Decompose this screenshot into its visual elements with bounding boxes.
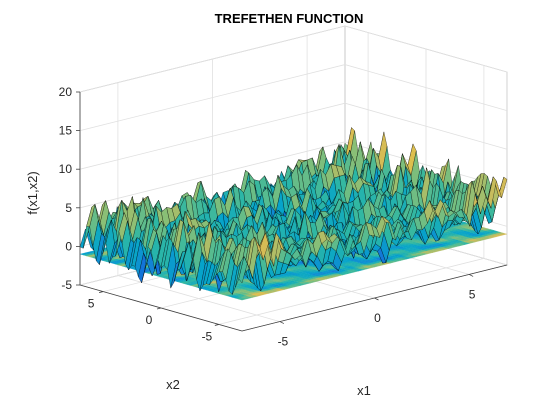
z-grid-line xyxy=(79,25,508,93)
z-grid-line xyxy=(79,102,508,170)
z-grid-line xyxy=(79,141,508,209)
z-grid-line xyxy=(79,64,508,131)
x-grid-line xyxy=(117,82,281,322)
y-grid-line xyxy=(218,65,485,325)
surface-mesh xyxy=(79,127,508,295)
